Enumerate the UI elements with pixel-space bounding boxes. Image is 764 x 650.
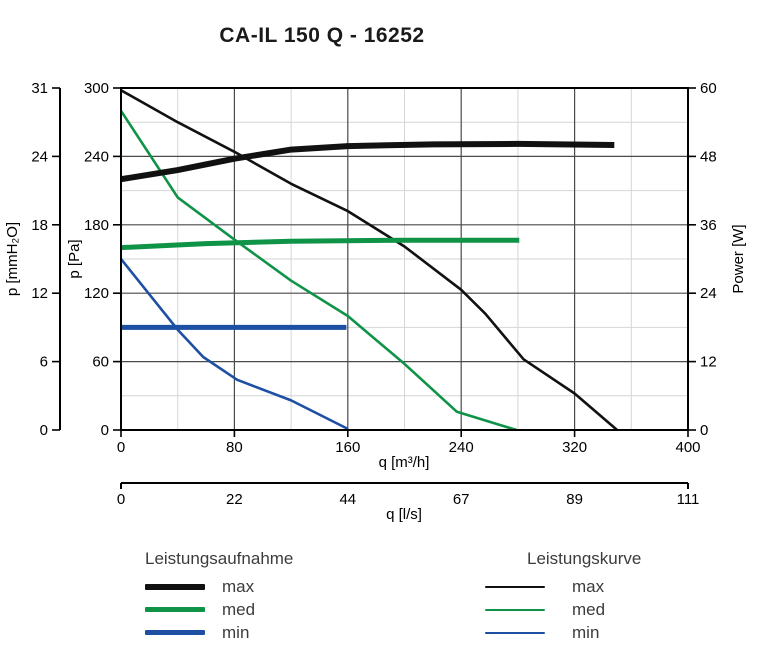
tick-label-power: 0 — [700, 422, 708, 439]
curve-pressure-med — [119, 110, 517, 432]
axis-title-mmh2o: p [mmH₂O] — [4, 222, 21, 296]
legend-label: med — [222, 599, 256, 619]
axes-and-ticks — [52, 87, 696, 489]
tick-label-power: 24 — [700, 285, 717, 302]
tick-label-ls: 67 — [453, 491, 470, 508]
tick-label-m3h: 0 — [117, 439, 125, 456]
tick-label-pa: 120 — [84, 285, 109, 302]
legend-power-rows: max med min — [145, 575, 293, 644]
page-title: CA-IL 150 Q - 16252 — [219, 24, 425, 47]
axis-title-pa: p [Pa] — [66, 239, 83, 278]
tick-label-pa: 300 — [84, 80, 109, 97]
data-curves — [119, 89, 618, 432]
tick-label-mmh2o: 0 — [40, 422, 48, 439]
tick-label-ls: 89 — [566, 491, 583, 508]
legend-label: max — [222, 576, 255, 596]
legend-pressure-group: Leistungskurve max med min — [485, 549, 641, 644]
legend-item-power-min: min — [145, 621, 293, 644]
tick-label-power: 60 — [700, 80, 717, 97]
curve-pressure-min — [119, 258, 349, 431]
curve-pressure-max — [120, 89, 618, 431]
legend-item-pressure-min: min — [485, 621, 641, 644]
power-min-line-swatch — [145, 630, 205, 635]
legend-label: min — [222, 622, 250, 642]
tick-label-mmh2o: 18 — [31, 217, 48, 234]
tick-label-m3h: 240 — [449, 439, 474, 456]
pressure-max-line-swatch — [485, 585, 545, 588]
tick-label-mmh2o: 31 — [31, 80, 48, 97]
legend-power-title: Leistungsaufnahme — [145, 549, 294, 568]
legend-item-pressure-max: max — [485, 575, 641, 598]
legend-pressure-title: Leistungskurve — [527, 549, 642, 568]
axis-title-m3h: q [m³/h] — [379, 454, 430, 471]
tick-label-pa: 60 — [92, 354, 109, 371]
curve-power-med — [120, 237, 520, 251]
legend-item-power-max: max — [145, 575, 293, 598]
legend-pressure-rows: max med min — [485, 575, 641, 644]
legend-item-pressure-med: med — [485, 598, 641, 621]
tick-label-ls: 44 — [339, 491, 356, 508]
tick-label-ls: 111 — [677, 491, 700, 508]
gridlines — [121, 88, 688, 430]
axis-title-power: Power [W] — [730, 224, 747, 293]
tick-label-ls: 22 — [226, 491, 243, 508]
tick-label-power: 12 — [700, 354, 717, 371]
axis-title-ls: q [l/s] — [386, 506, 422, 523]
tick-label-m3h: 80 — [226, 439, 243, 456]
curve-power-max — [120, 140, 615, 183]
tick-label-m3h: 320 — [562, 439, 587, 456]
legend-label: med — [572, 599, 606, 619]
tick-label-mmh2o: 24 — [31, 148, 48, 165]
power-max-line-swatch — [145, 583, 205, 590]
tick-label-mmh2o: 12 — [31, 285, 48, 302]
power-med-line-swatch — [145, 607, 205, 612]
plot-border — [120, 87, 689, 431]
tick-label-ls: 0 — [117, 491, 125, 508]
legend-item-power-med: med — [145, 598, 293, 621]
tick-label-pa: 240 — [84, 148, 109, 165]
pressure-med-line-swatch — [485, 608, 545, 611]
tick-label-power: 36 — [700, 217, 717, 234]
tick-label-power: 48 — [700, 148, 717, 165]
legend-label: max — [572, 576, 605, 596]
tick-label-pa: 180 — [84, 217, 109, 234]
legend-power-group: Leistungsaufnahme max med min — [145, 549, 293, 644]
tick-label-pa: 0 — [101, 422, 109, 439]
tick-label-mmh2o: 6 — [40, 354, 48, 371]
legend-label: min — [572, 622, 600, 642]
tick-label-m3h: 160 — [335, 439, 360, 456]
pressure-min-line-swatch — [485, 631, 545, 634]
tick-label-m3h: 400 — [675, 439, 700, 456]
